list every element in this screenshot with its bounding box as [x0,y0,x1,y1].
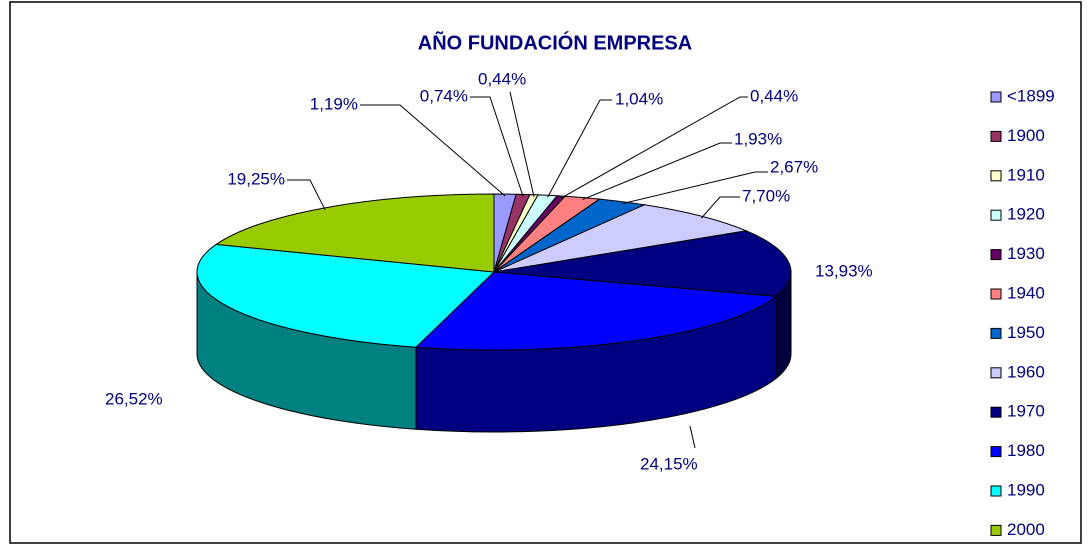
data-label: 26,52% [105,389,163,408]
data-label: 1,04% [615,89,663,108]
chart-title: AÑO FUNDACIÓN EMPRESA [418,30,692,54]
legend-swatch [990,170,1002,182]
legend-label: 1930 [1007,244,1045,263]
data-label: 7,70% [742,186,790,205]
legend-swatch [990,288,1002,300]
legend-label: 1900 [1007,126,1045,145]
pie-slice [214,193,495,273]
data-label: 19,25% [227,169,285,188]
legend-label: 1920 [1007,205,1045,224]
legend-swatch [990,130,1002,142]
legend-label: 1950 [1007,323,1045,342]
legend-swatch [990,524,1002,536]
leader-line [509,91,535,197]
leader-line [689,425,696,449]
legend-label: 1980 [1007,441,1045,460]
leader-line [470,96,524,197]
data-label: 0,44% [478,69,526,88]
legend-label: 1940 [1007,283,1045,302]
leader-line [360,104,506,197]
leader-line [287,179,326,211]
leader-line [700,196,740,219]
data-label: 0,74% [420,86,468,105]
legend-label: 1970 [1007,402,1045,421]
data-label: 24,15% [640,454,698,473]
pie-slice [196,243,496,348]
legend-label: 1960 [1007,362,1045,381]
legend-swatch [990,446,1002,458]
legend-swatch [990,209,1002,221]
legend-swatch [990,249,1002,261]
data-label: 1,93% [734,129,782,148]
leader-line [622,171,768,205]
legend-swatch [990,406,1002,418]
pie-slice [414,271,778,351]
leader-line [560,96,748,199]
legend-label: 1910 [1007,165,1045,184]
data-label: 1,19% [310,94,358,113]
leader-line [582,142,732,201]
legend-label: <1899 [1007,86,1055,105]
legend-label: 1990 [1007,480,1045,499]
leader-line [547,99,612,198]
pie-slice [493,230,792,297]
legend-swatch [990,91,1002,103]
data-label: 0,44% [750,86,798,105]
pie-slice [493,204,749,273]
data-label: 13,93% [815,261,873,280]
legend-label: 2000 [1007,520,1045,539]
legend-swatch [990,367,1002,379]
data-label: 2,67% [770,157,818,176]
legend-swatch [990,327,1002,339]
legend-swatch [990,485,1002,497]
